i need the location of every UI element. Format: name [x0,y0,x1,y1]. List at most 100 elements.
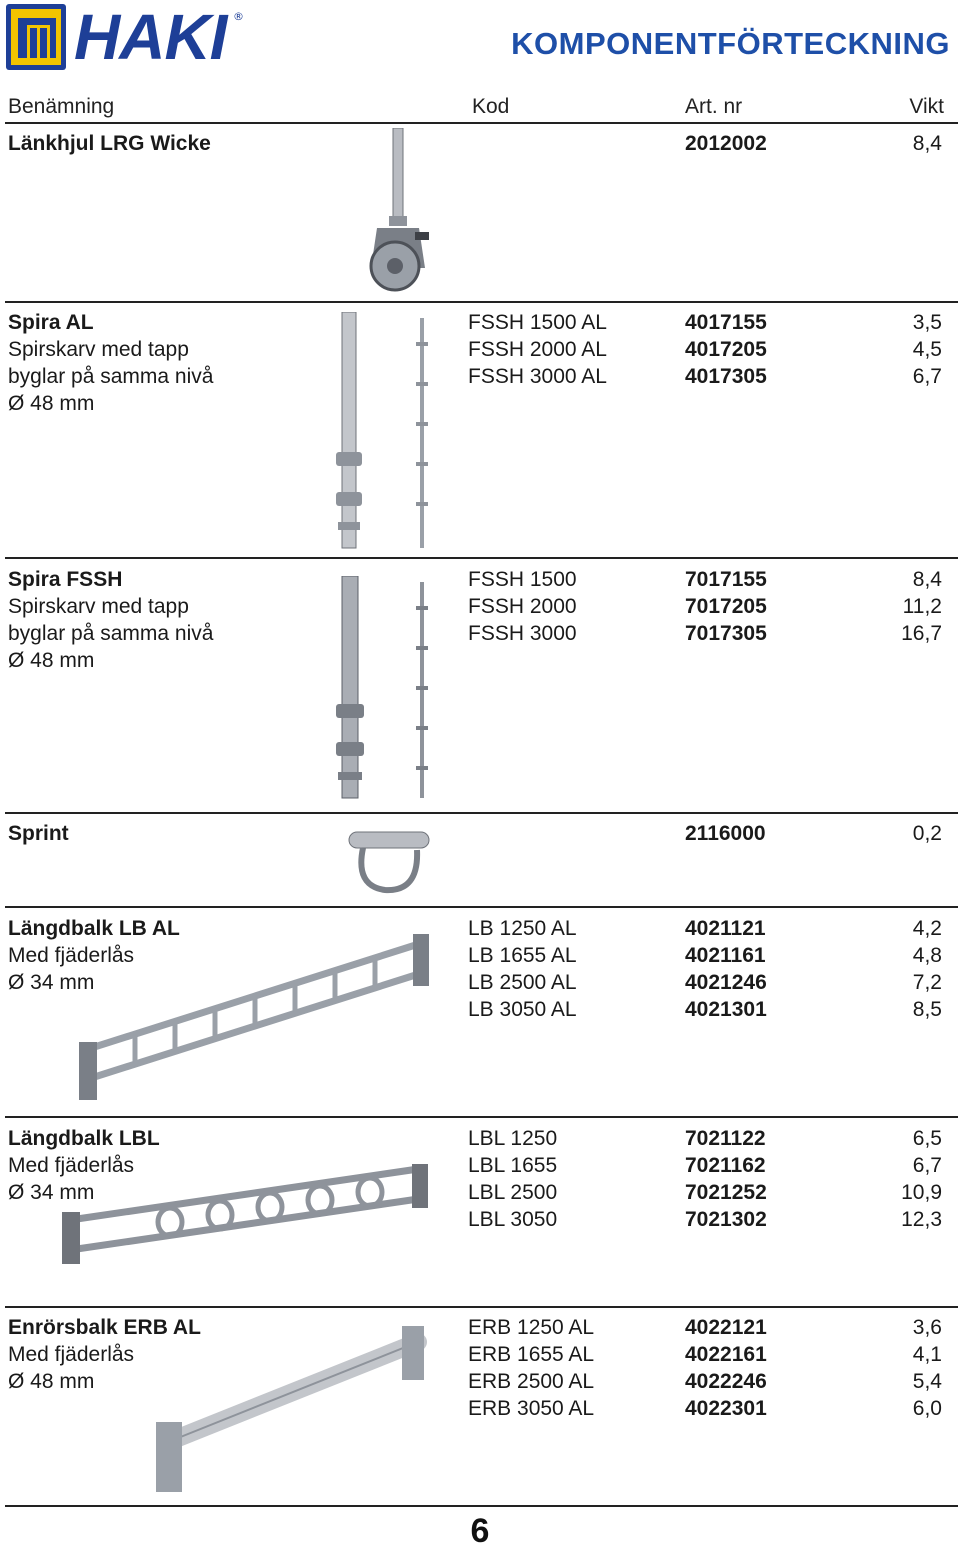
item-description: byglar på samma nivå [8,622,214,645]
item-name-block: Längdbalk LBL Med fjäderlås Ø 34 mm [8,1125,160,1206]
item-description: Med fjäderlås [8,944,135,967]
item-name-block: Länkhjul LRG Wicke [8,130,211,157]
row-divider [5,1306,958,1308]
item-weights: 8,4 11,2 16,7 [901,566,942,647]
weight-value: 4,8 [912,944,942,967]
art-number: 7017305 [685,622,767,645]
item-title: Enrörsbalk ERB AL [8,1316,201,1339]
header-divider [5,122,958,124]
item-weights: 4,2 4,8 7,2 8,5 [913,915,942,1023]
standard-pole-image [330,311,440,556]
item-codes: LB 1250 AL LB 1655 AL LB 2500 AL LB 3050… [468,915,577,1023]
code-value: LB 3050 AL [468,998,577,1021]
art-number: 4021121 [685,917,766,940]
art-number: 2116000 [685,822,766,845]
item-description: Ø 48 mm [8,392,95,415]
item-weights: 8,4 [913,130,942,157]
code-value: LBL 1250 [468,1127,558,1150]
art-number: 7017155 [685,568,767,591]
item-description: Spirskarv med tapp [8,595,189,618]
weight-value: 11,2 [902,595,942,618]
art-number: 4021246 [685,971,767,994]
code-value: LB 1655 AL [468,944,577,967]
code-value: LBL 3050 [468,1208,558,1231]
item-weights: 3,6 4,1 5,4 6,0 [913,1314,942,1422]
item-art-numbers: 7017155 7017205 7017305 [685,566,767,647]
weight-value: 4,1 [912,1343,942,1366]
weight-value: 6,0 [912,1397,942,1420]
column-header-code: Kod [472,95,510,118]
item-title: Spira AL [8,311,94,334]
weight-value: 4,2 [912,917,942,940]
code-value: ERB 3050 AL [468,1397,595,1420]
column-header-art-no: Art. nr [685,95,743,118]
weight-value: 5,4 [912,1370,942,1393]
art-number: 4022246 [685,1370,767,1393]
item-description: Med fjäderlås [8,1154,135,1177]
weight-value: 12,3 [901,1208,942,1231]
code-value: LBL 1655 [468,1154,558,1177]
weight-value: 8,5 [912,998,942,1021]
item-title: Sprint [8,822,69,845]
art-number: 7021252 [685,1181,767,1204]
row-divider [5,906,958,908]
row-divider [5,557,958,559]
item-description: Spirskarv med tapp [8,338,189,361]
row-divider [5,812,958,814]
item-description: Med fjäderlås [8,1343,135,1366]
item-description: Ø 34 mm [8,971,95,994]
code-value: FSSH 2000 [468,595,577,618]
item-title: Längdbalk LB AL [8,917,180,940]
art-number: 7021162 [685,1154,766,1177]
art-number: 2012002 [685,132,767,155]
weight-value: 10,9 [901,1181,942,1204]
page-title: KOMPONENTFÖRTECKNING [511,26,950,61]
caster-wheel-image [355,127,445,297]
art-number: 4017305 [685,365,767,388]
art-number: 4021161 [685,944,766,967]
art-number: 4022301 [685,1397,767,1420]
weight-value: 6,7 [912,1154,942,1177]
item-art-numbers: 4021121 4021161 4021246 4021301 [685,915,767,1023]
item-name-block: Spira AL Spirskarv med tapp byglar på sa… [8,309,213,417]
row-divider [5,301,958,303]
item-weights: 6,5 6,7 10,9 12,3 [901,1125,942,1233]
code-value: FSSH 2000 AL [468,338,607,361]
code-value: ERB 1655 AL [468,1343,595,1366]
item-name-block: Längdbalk LB AL Med fjäderlås Ø 34 mm [8,915,180,996]
weight-value: 4,5 [912,338,942,361]
weight-value: 16,7 [901,622,942,645]
weight-value: 6,7 [912,365,942,388]
art-number: 7021122 [685,1127,766,1150]
standard-pole-image [330,575,440,805]
item-art-numbers: 7021122 7021162 7021252 7021302 [685,1125,767,1233]
item-name-block: Spira FSSH Spirskarv med tapp byglar på … [8,566,213,674]
column-header-weight: Vikt [909,95,944,118]
item-weights: 0,2 [913,820,942,847]
item-art-numbers: 4022121 4022161 4022246 4022301 [685,1314,767,1422]
page-number: 6 [470,1512,490,1550]
code-value: ERB 1250 AL [468,1316,595,1339]
weight-value: 3,6 [912,1316,942,1339]
weight-value: 8,4 [912,132,942,155]
registered-mark: ® [233,10,244,23]
item-title: Länkhjul LRG Wicke [8,132,211,155]
item-name-block: Enrörsbalk ERB AL Med fjäderlås Ø 48 mm [8,1314,201,1395]
weight-value: 8,4 [912,568,942,591]
item-codes: LBL 1250 LBL 1655 LBL 2500 LBL 3050 [468,1125,557,1233]
code-value: LB 1250 AL [468,917,577,940]
item-description: byglar på samma nivå [8,365,214,388]
item-codes: FSSH 1500 AL FSSH 2000 AL FSSH 3000 AL [468,309,607,390]
ledger-beam-image [75,930,435,1109]
pin-image [345,826,435,900]
item-weights: 3,5 4,5 6,7 [913,309,942,390]
art-number: 7017205 [685,595,767,618]
item-codes: FSSH 1500 FSSH 2000 FSSH 3000 [468,566,577,647]
art-number: 4022121 [685,1316,767,1339]
item-art-numbers: 4017155 4017205 4017305 [685,309,767,390]
code-value: ERB 2500 AL [468,1370,595,1393]
brand-name: HAKI [74,1,227,73]
code-value: LB 2500 AL [468,971,577,994]
art-number: 7021302 [685,1208,767,1231]
code-value: FSSH 1500 [468,568,577,591]
